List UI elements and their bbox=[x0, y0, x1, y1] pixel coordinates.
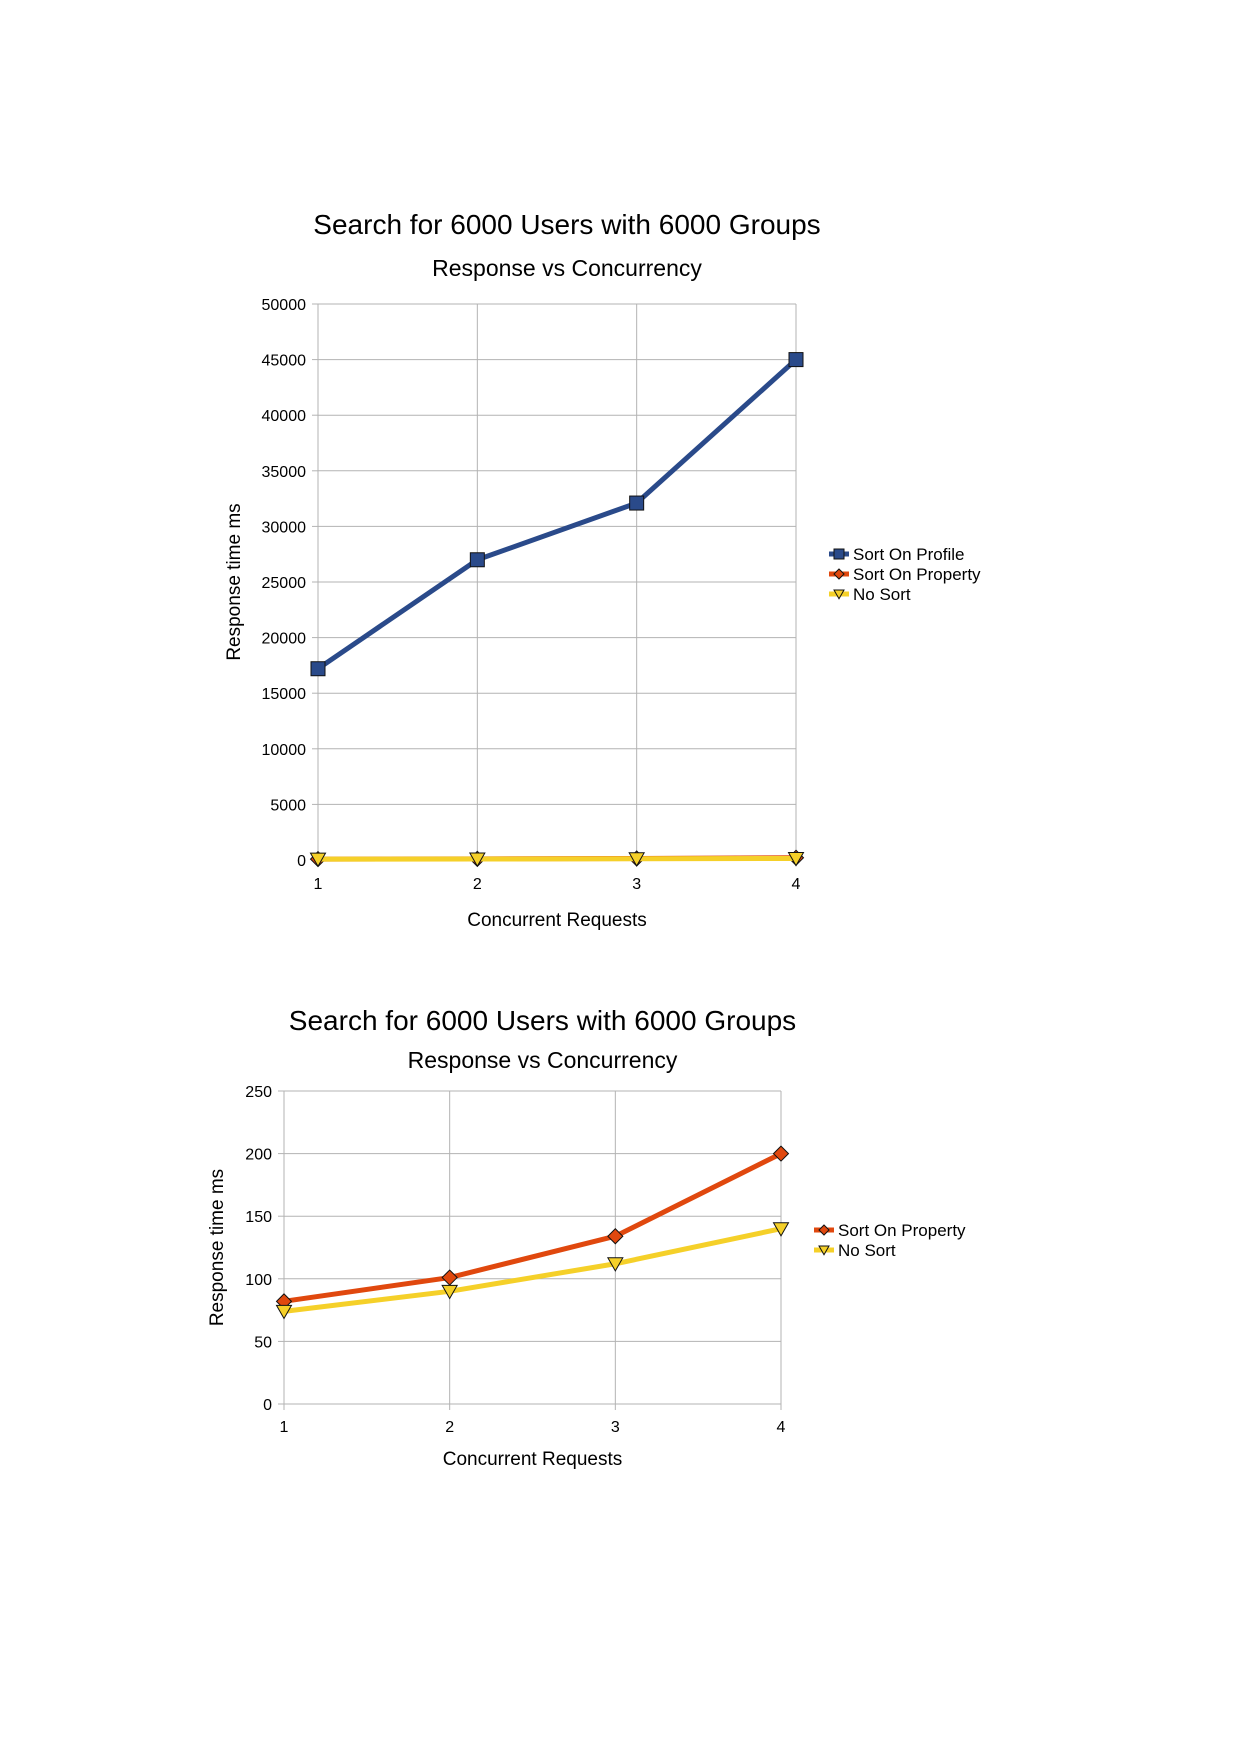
x-axis-label: Concurrent Requests bbox=[443, 1449, 623, 1470]
y-tick-label: 0 bbox=[263, 1397, 272, 1414]
y-axis-label: Response time ms bbox=[224, 503, 245, 660]
y-axis-label: Response time ms bbox=[207, 1169, 228, 1326]
legend-marker bbox=[818, 1224, 830, 1236]
x-tick-label: 1 bbox=[314, 876, 323, 893]
y-tick-label: 45000 bbox=[262, 353, 307, 370]
chart-subtitle: Response vs Concurrency bbox=[432, 255, 702, 281]
series-sort-on-property bbox=[275, 1145, 790, 1310]
data-point bbox=[772, 1222, 790, 1237]
x-axis-label: Concurrent Requests bbox=[467, 910, 647, 931]
chart-2: Search for 6000 Users with 6000 Groups Re… bbox=[207, 1005, 966, 1470]
y-tick-label: 250 bbox=[245, 1084, 272, 1101]
data-point bbox=[629, 495, 645, 511]
legend-marker bbox=[818, 1245, 830, 1256]
y-tick-label: 100 bbox=[245, 1272, 272, 1289]
y-tick-label: 150 bbox=[245, 1209, 272, 1226]
y-tick-label: 50000 bbox=[262, 297, 307, 314]
y-tick-label: 200 bbox=[245, 1147, 272, 1164]
series-line bbox=[316, 357, 798, 671]
series-line bbox=[283, 1151, 783, 1304]
series-no-sort bbox=[275, 1222, 790, 1320]
y-tick-label: 40000 bbox=[262, 408, 307, 425]
legend-label: No Sort bbox=[853, 585, 911, 604]
y-tick-label: 35000 bbox=[262, 464, 307, 481]
y-tick-label: 5000 bbox=[270, 797, 306, 814]
x-tick-label: 4 bbox=[777, 1419, 786, 1436]
legend-marker bbox=[833, 589, 845, 600]
y-tick-label: 25000 bbox=[262, 575, 307, 592]
data-point bbox=[309, 852, 327, 868]
y-tick-label: 15000 bbox=[262, 686, 307, 703]
data-point bbox=[628, 852, 646, 867]
data-point bbox=[310, 661, 326, 677]
y-tick-label: 0 bbox=[297, 853, 306, 870]
data-point bbox=[441, 1284, 459, 1300]
x-tick-label: 4 bbox=[792, 876, 801, 893]
data-point bbox=[788, 352, 804, 368]
chart-title: Search for 6000 Users with 6000 Groups bbox=[289, 1005, 796, 1036]
data-point bbox=[468, 852, 486, 868]
y-tick-label: 50 bbox=[254, 1334, 272, 1351]
chart-title: Search for 6000 Users with 6000 Groups bbox=[313, 209, 820, 240]
data-point bbox=[787, 851, 805, 867]
chart-1: Search for 6000 Users with 6000 Groups Re… bbox=[224, 209, 981, 931]
data-point bbox=[275, 1304, 293, 1320]
series-no-sort bbox=[309, 851, 805, 868]
data-point bbox=[441, 1269, 458, 1286]
x-tick-label: 3 bbox=[611, 1419, 620, 1436]
legend-label: Sort On Property bbox=[853, 565, 981, 584]
legend-marker bbox=[833, 548, 845, 560]
y-tick-label: 20000 bbox=[262, 631, 307, 648]
legend-marker bbox=[833, 568, 845, 580]
x-tick-label: 1 bbox=[280, 1419, 289, 1436]
series-sort-on-profile bbox=[310, 352, 804, 677]
x-tick-label: 2 bbox=[473, 876, 482, 893]
y-tick-label: 30000 bbox=[262, 519, 307, 536]
x-tick-label: 2 bbox=[445, 1419, 454, 1436]
legend-label: Sort On Profile bbox=[853, 545, 965, 564]
data-point bbox=[606, 1257, 624, 1272]
chart-subtitle: Response vs Concurrency bbox=[408, 1047, 678, 1073]
data-point bbox=[772, 1145, 790, 1162]
legend-label: Sort On Property bbox=[838, 1221, 966, 1240]
series-line bbox=[283, 1226, 782, 1314]
data-point bbox=[607, 1228, 624, 1245]
data-point bbox=[469, 552, 485, 568]
x-tick-label: 3 bbox=[632, 876, 641, 893]
y-tick-label: 10000 bbox=[262, 742, 307, 759]
series-line bbox=[317, 855, 797, 862]
legend-label: No Sort bbox=[838, 1241, 896, 1260]
